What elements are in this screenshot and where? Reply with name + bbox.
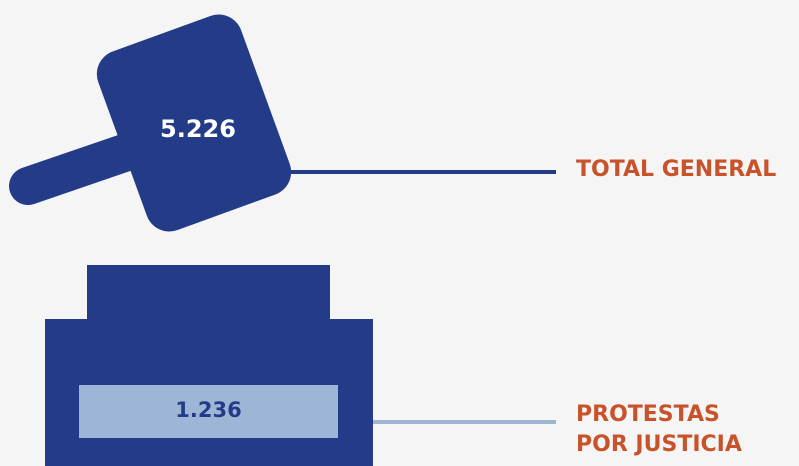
protestas-label-line2: POR JUSTICIA [576,432,742,457]
protest-highlight-bar [79,385,338,438]
protestas-label: PROTESTAS POR JUSTICIA [576,400,742,460]
total-general-value: 5.226 [160,115,236,143]
protestas-value: 1.236 [175,398,242,422]
protestas-label-line1: PROTESTAS [576,402,720,427]
sound-block-top [87,265,330,321]
total-general-label: TOTAL GENERAL [576,157,777,182]
gavel-head [96,14,292,232]
gavel-icon [9,14,292,232]
sound-block-icon [45,265,373,466]
